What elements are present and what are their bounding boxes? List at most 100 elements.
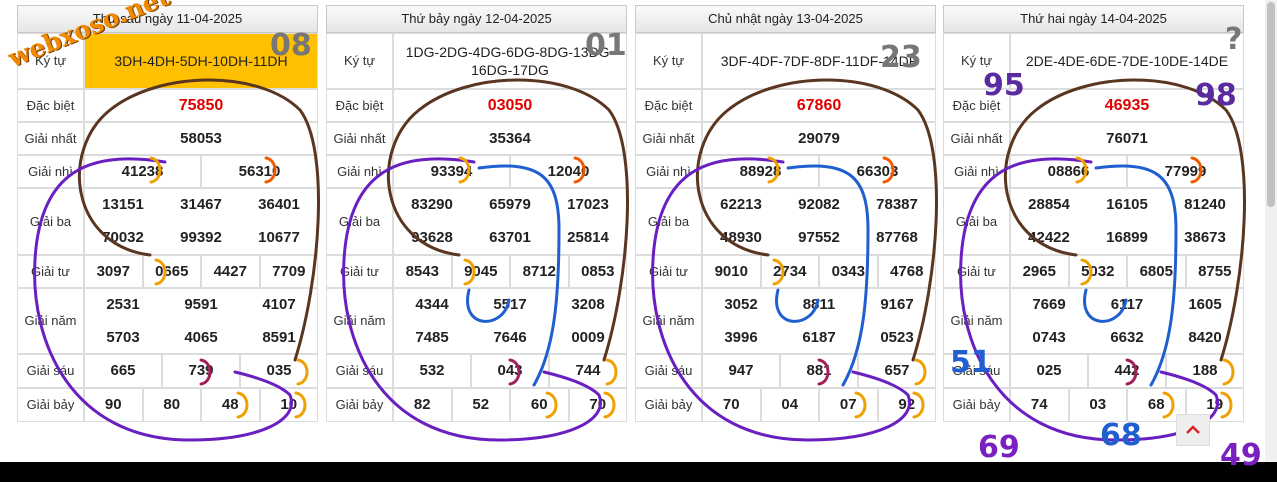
row-label: Đặc biệt (326, 89, 393, 122)
row-label: Giải bảy (17, 388, 84, 422)
row-label: Đặc biệt (635, 89, 702, 122)
prize-box (84, 188, 318, 255)
prize-number: 0853 (568, 255, 627, 288)
prize-number: 92 (877, 388, 936, 422)
row-label: Giải tư (943, 255, 1010, 288)
prize-number: 4768 (877, 255, 936, 288)
scrollbar-thumb (1267, 2, 1275, 207)
prize-number: 881 (780, 354, 858, 388)
row-label: Giải nhì (326, 155, 393, 188)
row-label: Giải sáu (635, 354, 702, 388)
prize-number: 56310 (201, 155, 318, 188)
scrollbar (1265, 0, 1277, 462)
prize-number: 0343 (819, 255, 878, 288)
prize-number: 76071 (1010, 122, 1244, 155)
special-prize: 46935 (1010, 89, 1244, 122)
prize-box (393, 188, 627, 255)
table-header: Thứ hai ngày 14-04-2025 (943, 5, 1244, 33)
scroll-top-button[interactable] (1176, 414, 1210, 446)
row-label: Ký tự (17, 33, 84, 89)
taskbar (0, 462, 1277, 482)
prize-number: 29079 (702, 122, 936, 155)
prize-number: 04 (760, 388, 819, 422)
prize-number: 60 (510, 388, 569, 422)
row-label: Giải ba (326, 188, 393, 255)
prize-box (84, 288, 318, 354)
row-label: Giải nhì (17, 155, 84, 188)
prize-number: 8712 (510, 255, 569, 288)
row-label: Ký tự (326, 33, 393, 89)
row-label: Giải sáu (943, 354, 1010, 388)
row-label: Giải nhất (17, 122, 84, 155)
prize-number: 9010 (702, 255, 761, 288)
row-label: Giải sáu (17, 354, 84, 388)
row-label: Giải tư (17, 255, 84, 288)
prize-number: 58053 (84, 122, 318, 155)
prize-number: 48 (201, 388, 260, 422)
prize-box (393, 288, 627, 354)
row-label: Giải năm (635, 288, 702, 354)
prize-number: 35364 (393, 122, 627, 155)
prize-number: 188 (1166, 354, 1244, 388)
prize-number: 66303 (819, 155, 936, 188)
prize-number: 3097 (84, 255, 143, 288)
prize-number: 947 (702, 354, 780, 388)
prize-number: 043 (471, 354, 549, 388)
code-cell: 3DH-4DH-5DH-10DH-11DH (84, 33, 318, 89)
prize-number: 2734 (760, 255, 819, 288)
prize-number: 52 (451, 388, 510, 422)
row-label: Giải sáu (326, 354, 393, 388)
prize-number: 7709 (259, 255, 318, 288)
prize-number: 70 (568, 388, 627, 422)
row-label: Giải năm (17, 288, 84, 354)
row-label: Đặc biệt (17, 89, 84, 122)
prize-number: 88928 (702, 155, 819, 188)
prize-number: 07 (819, 388, 878, 422)
prize-number: 70 (702, 388, 761, 422)
row-label: Giải năm (943, 288, 1010, 354)
caret-icon (1186, 425, 1200, 434)
prize-box (702, 288, 936, 354)
row-label: Giải ba (17, 188, 84, 255)
prize-number: 657 (858, 354, 936, 388)
prize-number: 03 (1068, 388, 1127, 422)
table-header: Thứ bảy ngày 12-04-2025 (326, 5, 627, 33)
special-prize: 67860 (702, 89, 936, 122)
row-label: Giải nhất (943, 122, 1010, 155)
row-label: Giải bảy (326, 388, 393, 422)
prize-number: 90 (84, 388, 143, 422)
row-label: Giải nhất (635, 122, 702, 155)
prize-number: 9045 (451, 255, 510, 288)
prize-number: 5032 (1068, 255, 1127, 288)
row-label: Ký tự (943, 33, 1010, 89)
prize-number: 80 (142, 388, 201, 422)
prize-number: 82 (393, 388, 452, 422)
prize-box (1010, 288, 1244, 354)
prize-number: 442 (1088, 354, 1166, 388)
special-prize: 75850 (84, 89, 318, 122)
prize-number: 532 (393, 354, 471, 388)
row-label: Giải ba (943, 188, 1010, 255)
prize-number: 12040 (510, 155, 627, 188)
row-label: Giải nhất (326, 122, 393, 155)
prize-box (1010, 188, 1244, 255)
row-label: Giải bảy (943, 388, 1010, 422)
prize-number: 6805 (1127, 255, 1186, 288)
prize-number: 744 (549, 354, 627, 388)
code-cell: 2DE-4DE-6DE-7DE-10DE-14DE (1010, 33, 1244, 89)
prize-box (702, 188, 936, 255)
prize-number: 8543 (393, 255, 452, 288)
row-label: Giải năm (326, 288, 393, 354)
prize-number: 08866 (1010, 155, 1127, 188)
prize-number: 8755 (1185, 255, 1244, 288)
handwritten-note: 68 (1100, 418, 1142, 453)
row-label: Giải tư (635, 255, 702, 288)
prize-number: 2965 (1010, 255, 1069, 288)
code-cell: 3DF-4DF-7DF-8DF-11DF-14DF (702, 33, 936, 89)
row-label: Giải nhì (635, 155, 702, 188)
prize-number: 035 (240, 354, 318, 388)
prize-number: 0665 (142, 255, 201, 288)
row-label: Giải nhì (943, 155, 1010, 188)
row-label: Giải tư (326, 255, 393, 288)
